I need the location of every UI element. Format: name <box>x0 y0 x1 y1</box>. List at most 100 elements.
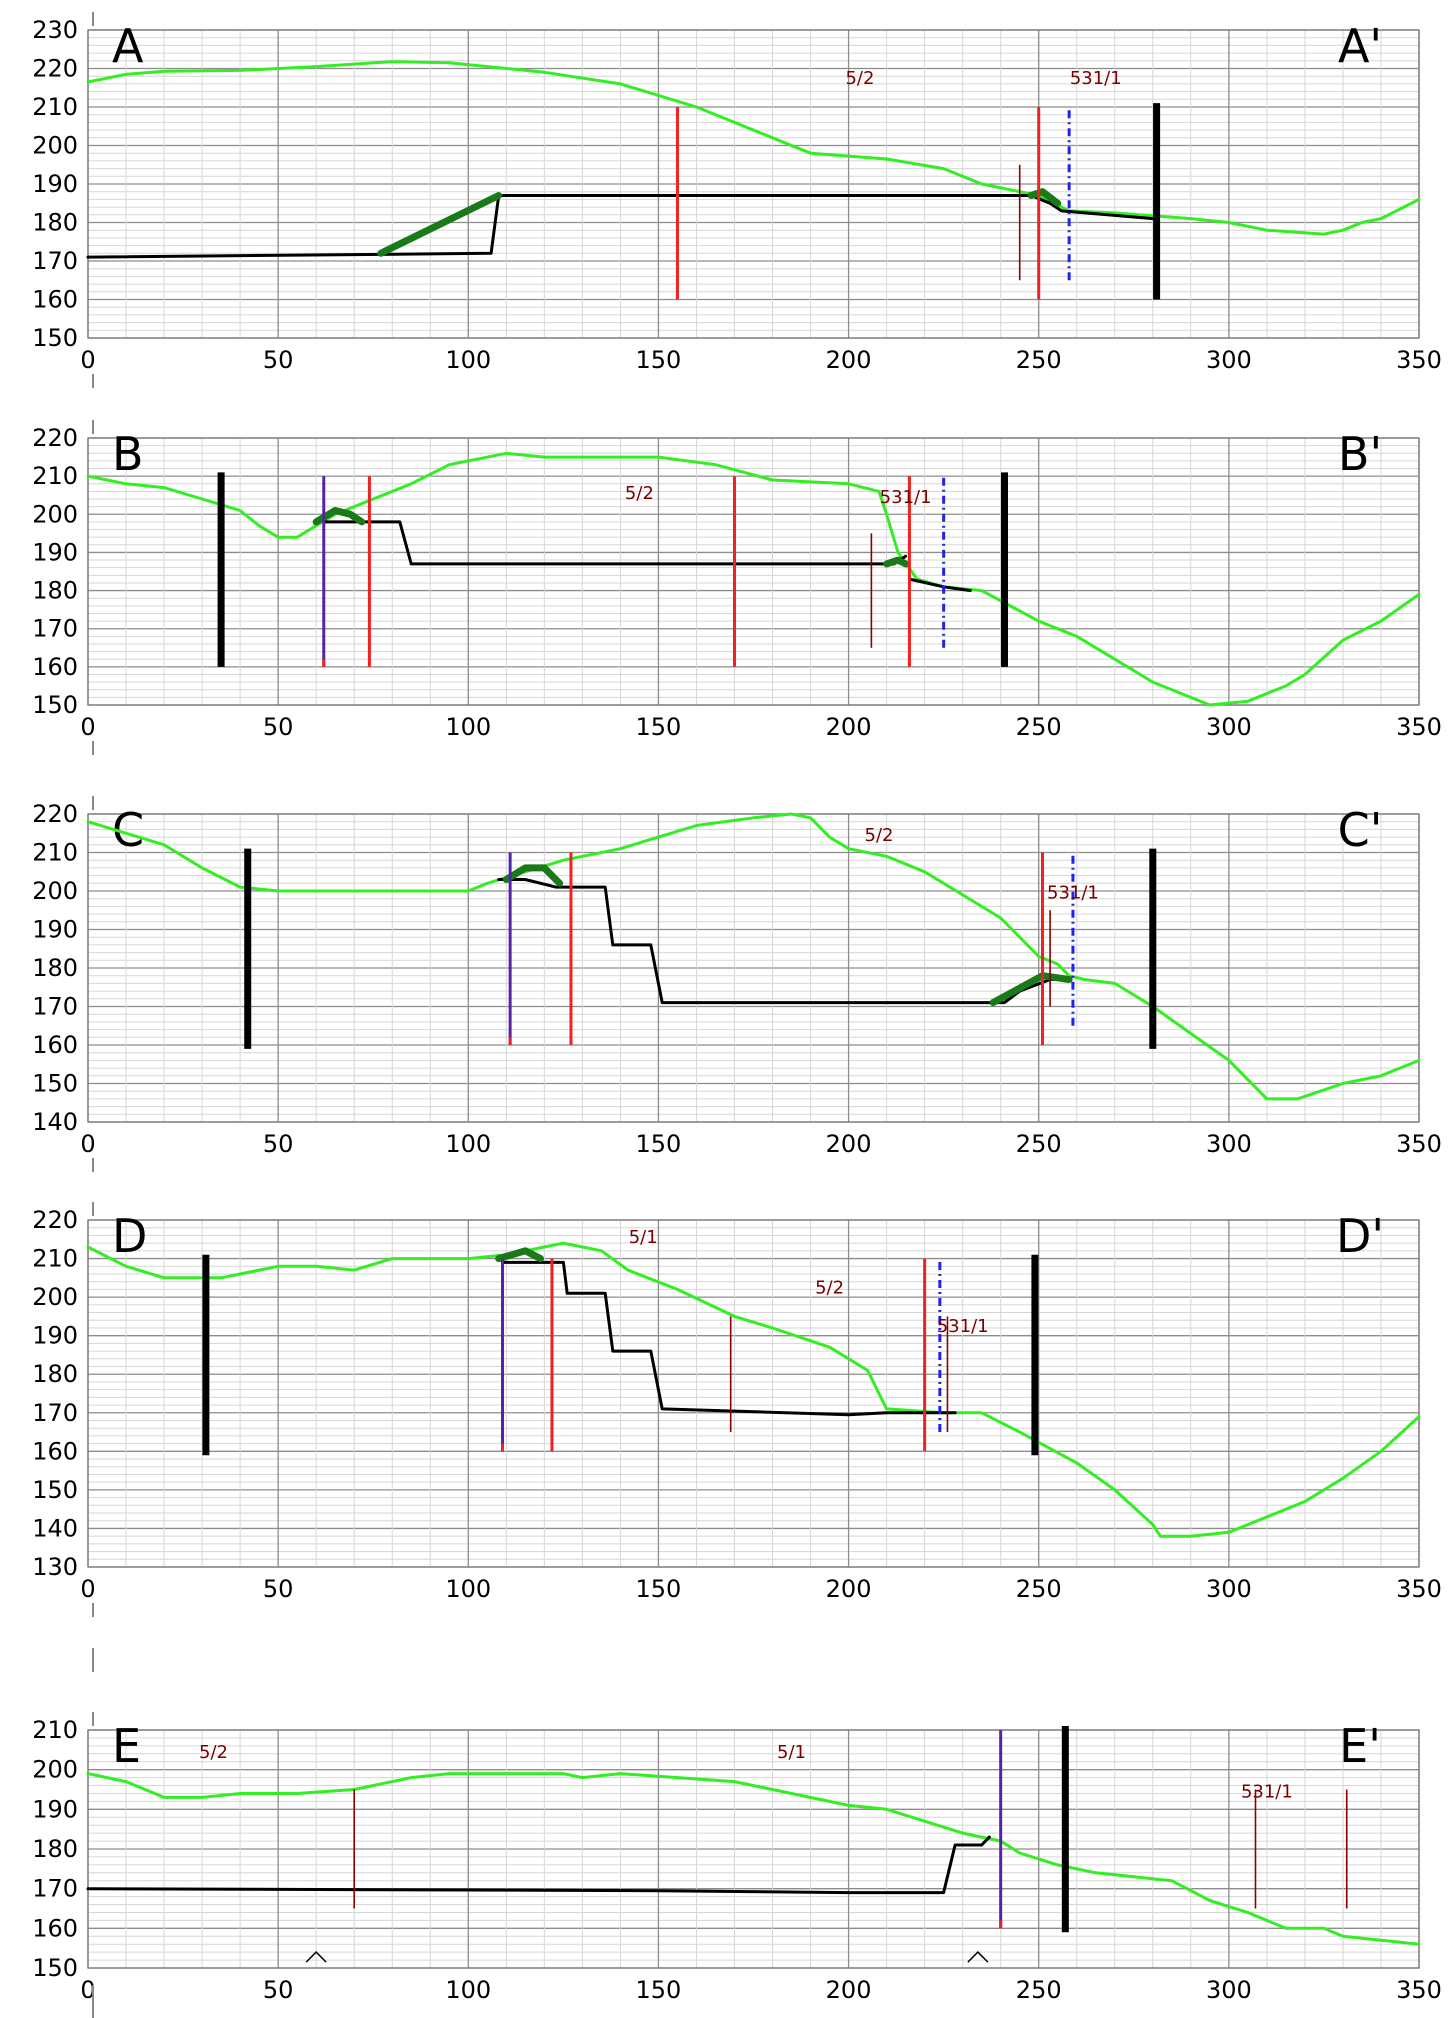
x-tick-label: 100 <box>445 1976 491 2004</box>
y-tick-label: 150 <box>32 1476 78 1504</box>
profile-line <box>907 577 972 593</box>
y-tick-label: 220 <box>32 55 78 83</box>
x-tick-label: 0 <box>80 1976 95 2004</box>
y-tick-label: 220 <box>32 800 78 828</box>
y-tick-label: 150 <box>32 1954 78 1982</box>
y-tick-label: 190 <box>32 916 78 944</box>
parcel-label: 5/2 <box>845 68 874 89</box>
structure-line <box>883 556 910 568</box>
section-start-label: B <box>112 427 144 481</box>
y-tick-label: 210 <box>32 839 78 867</box>
parcel-label: 5/2 <box>625 483 654 504</box>
terrain-line <box>86 812 1421 1101</box>
y-tick-label: 230 <box>32 16 78 44</box>
section-end-label: B' <box>1338 427 1382 481</box>
y-tick-label: 160 <box>32 653 78 681</box>
section-panel-2: 150 160 170 180 190 200 210 220 0 50 100 150 200 250 3… <box>32 420 1442 755</box>
x-tick-label: 300 <box>1206 1575 1252 1603</box>
y-tick-label: 200 <box>32 1283 78 1311</box>
caret-marker <box>967 1951 989 1963</box>
y-tick-label: 190 <box>32 538 78 566</box>
x-tick-label: 200 <box>826 713 872 741</box>
section-start-label: D <box>112 1209 147 1263</box>
x-tick-label: 50 <box>263 713 294 741</box>
structure-line <box>1027 188 1062 207</box>
y-tick-label: 220 <box>32 424 78 452</box>
x-tick-label: 250 <box>1016 1976 1062 2004</box>
terrain-line <box>86 1241 1421 1538</box>
y-tick-label: 190 <box>32 1322 78 1350</box>
y-tick-label: 160 <box>32 1031 78 1059</box>
section-panel-5: 150 160 170 180 190 200 210 0 50 100 150 200 250 300 3… <box>32 1712 1442 2018</box>
x-tick-label: 100 <box>445 1575 491 1603</box>
y-tick-label: 140 <box>32 1514 78 1542</box>
y-tick-label: 160 <box>32 286 78 314</box>
parcel-label: 531/1 <box>1241 1781 1293 1802</box>
x-tick-label: 100 <box>445 713 491 741</box>
x-tick-label: 200 <box>826 346 872 374</box>
y-tick-label: 160 <box>32 1914 78 1942</box>
x-tick-label: 350 <box>1396 713 1442 741</box>
section-start-label: E <box>112 1719 141 1773</box>
section-end-label: E' <box>1339 1719 1381 1773</box>
y-tick-label: 200 <box>32 500 78 528</box>
x-tick-label: 0 <box>80 346 95 374</box>
x-tick-label: 250 <box>1016 1575 1062 1603</box>
section-panel-3: 140 150 160 170 180 190 200 210 220 0 50 100 150 200 2… <box>32 796 1442 1172</box>
y-tick-label: 180 <box>32 209 78 237</box>
parcel-label: 5/2 <box>815 1277 844 1298</box>
parcel-label: 5/2 <box>865 825 894 846</box>
terrain-line <box>86 1772 1421 1946</box>
parcel-label: 5/1 <box>777 1742 806 1763</box>
y-tick-label: 210 <box>32 1716 78 1744</box>
x-tick-label: 150 <box>636 1976 682 2004</box>
y-tick-label: 130 <box>32 1553 78 1581</box>
terrain-line <box>86 60 1421 236</box>
x-tick-label: 50 <box>263 1130 294 1158</box>
parcel-label: 531/1 <box>1047 883 1099 904</box>
x-tick-label: 350 <box>1396 1575 1442 1603</box>
plot-frame <box>87 1729 1420 1969</box>
plot-frame <box>87 437 1420 706</box>
section-panel-1: 150 160 170 180 190 200 210 220 230 0 50 100 150 200 2… <box>32 12 1442 388</box>
y-tick-label: 200 <box>32 877 78 905</box>
y-tick-label: 220 <box>32 1206 78 1234</box>
x-tick-label: 300 <box>1206 1130 1252 1158</box>
x-tick-label: 150 <box>636 346 682 374</box>
x-tick-label: 150 <box>636 713 682 741</box>
caret-marker <box>305 1951 327 1963</box>
y-tick-label: 170 <box>32 993 78 1021</box>
x-tick-label: 100 <box>445 1130 491 1158</box>
x-tick-label: 0 <box>80 1575 95 1603</box>
x-tick-label: 250 <box>1016 346 1062 374</box>
x-tick-label: 150 <box>636 1130 682 1158</box>
y-tick-label: 170 <box>32 1875 78 1903</box>
y-tick-label: 170 <box>32 1399 78 1427</box>
x-tick-label: 50 <box>263 1575 294 1603</box>
x-tick-label: 200 <box>826 1130 872 1158</box>
y-tick-label: 180 <box>32 1360 78 1388</box>
y-tick-label: 170 <box>32 247 78 275</box>
parcel-label: 531/1 <box>880 487 932 508</box>
y-tick-label: 190 <box>32 170 78 198</box>
x-tick-label: 250 <box>1016 1130 1062 1158</box>
structure-line <box>502 864 564 887</box>
profile-line <box>497 878 1071 1005</box>
section-panel-4: 130 140 150 160 170 180 190 200 210 220 0 50 100 150 2… <box>32 1202 1442 1617</box>
y-tick-label: 140 <box>32 1108 78 1136</box>
x-tick-label: 0 <box>80 713 95 741</box>
y-tick-label: 200 <box>32 132 78 160</box>
x-tick-label: 100 <box>445 346 491 374</box>
structure-line <box>495 1247 544 1263</box>
structure-line <box>377 192 503 257</box>
y-tick-label: 190 <box>32 1795 78 1823</box>
profile-line <box>322 520 908 566</box>
y-tick-label: 150 <box>32 691 78 719</box>
y-tick-label: 170 <box>32 615 78 643</box>
x-tick-label: 200 <box>826 1976 872 2004</box>
plot-frame <box>87 813 1420 1123</box>
y-tick-label: 150 <box>32 1070 78 1098</box>
parcel-label: 531/1 <box>1070 68 1122 89</box>
y-tick-label: 160 <box>32 1437 78 1465</box>
